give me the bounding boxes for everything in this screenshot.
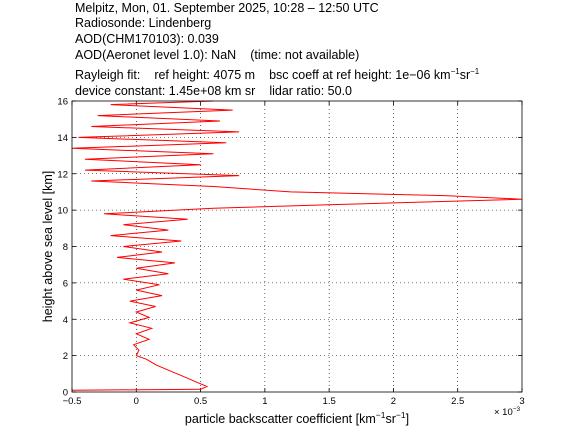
x-tick-label: 1 bbox=[262, 396, 267, 407]
header-location-date: Melpitz, Mon, 01. September 2025, 10:28 … bbox=[75, 1, 379, 15]
y-tick-label: 0 bbox=[63, 388, 68, 399]
header-lidar-ratio: lidar ratio: 50.0 bbox=[269, 84, 352, 98]
header-line-3: AOD(CHM170103): 0.039 bbox=[75, 32, 219, 46]
x-tick-label: 0 bbox=[134, 396, 139, 407]
y-tick-label: 10 bbox=[57, 206, 68, 217]
header-line-6: device constant: 1.45e+08 km sr lidar rat… bbox=[75, 84, 352, 98]
header-radiosonde: Radiosonde: Lindenberg bbox=[75, 16, 212, 30]
y-tick-label: 2 bbox=[63, 351, 68, 362]
y-axis-label: height above sea level [km] bbox=[41, 171, 55, 322]
header-line-4: AOD(Aeronet level 1.0): NaN (time: not av… bbox=[75, 48, 359, 62]
x-tick-label: 2 bbox=[391, 396, 396, 407]
header-aeronet-time: (time: not available) bbox=[250, 48, 360, 62]
header-aod-aeronet: AOD(Aeronet level 1.0): NaN bbox=[75, 48, 237, 62]
plot-frame bbox=[71, 100, 523, 393]
y-tick-label: 8 bbox=[63, 242, 68, 253]
header-rayleigh-fit: Rayleigh fit: bbox=[75, 68, 141, 82]
y-tick-label: 6 bbox=[63, 278, 68, 289]
x-axis-ticks: −0.5 0 0.5 1 1.5 2 2.5 3 bbox=[63, 101, 525, 407]
y-tick-label: 14 bbox=[57, 133, 68, 144]
backscatter-profile-line bbox=[71, 100, 523, 391]
x-tick-label: −0.5 bbox=[63, 396, 82, 407]
x-axis-label: particle backscatter coefficient [km−1sr… bbox=[185, 410, 409, 426]
header-aod-chm: AOD(CHM170103): 0.039 bbox=[75, 32, 219, 46]
header-bsc-unit-exp-2: −1 bbox=[470, 67, 480, 76]
header-device-constant: device constant: 1.45e+08 km sr bbox=[75, 84, 256, 98]
header-line-5: Rayleigh fit: ref height: 4075 m bsc coeff… bbox=[75, 67, 480, 83]
x-tick-label: 0.5 bbox=[194, 396, 207, 407]
y-tick-label: 12 bbox=[57, 169, 68, 180]
y-tick-label: 16 bbox=[57, 97, 68, 108]
x-tick-label: 3 bbox=[519, 396, 524, 407]
header-bsc-unit-sr: sr bbox=[459, 68, 471, 82]
x-tick-label: 1.5 bbox=[323, 396, 336, 407]
header-ref-height: ref height: 4075 m bbox=[154, 68, 256, 82]
y-tick-label: 4 bbox=[63, 315, 68, 326]
header-line-1: Melpitz, Mon, 01. September 2025, 10:28 … bbox=[75, 1, 379, 15]
x-tick-label: 2.5 bbox=[451, 396, 464, 407]
grid-lines bbox=[72, 101, 522, 392]
series-layer bbox=[71, 100, 523, 391]
header-bsc-coeff: bsc coeff at ref height: 1e−06 km bbox=[269, 68, 451, 82]
x-axis-multiplier: × 10−3 bbox=[494, 406, 521, 418]
header-line-2: Radiosonde: Lindenberg bbox=[75, 16, 211, 30]
header-bsc-unit-exp-1: −1 bbox=[450, 67, 460, 76]
